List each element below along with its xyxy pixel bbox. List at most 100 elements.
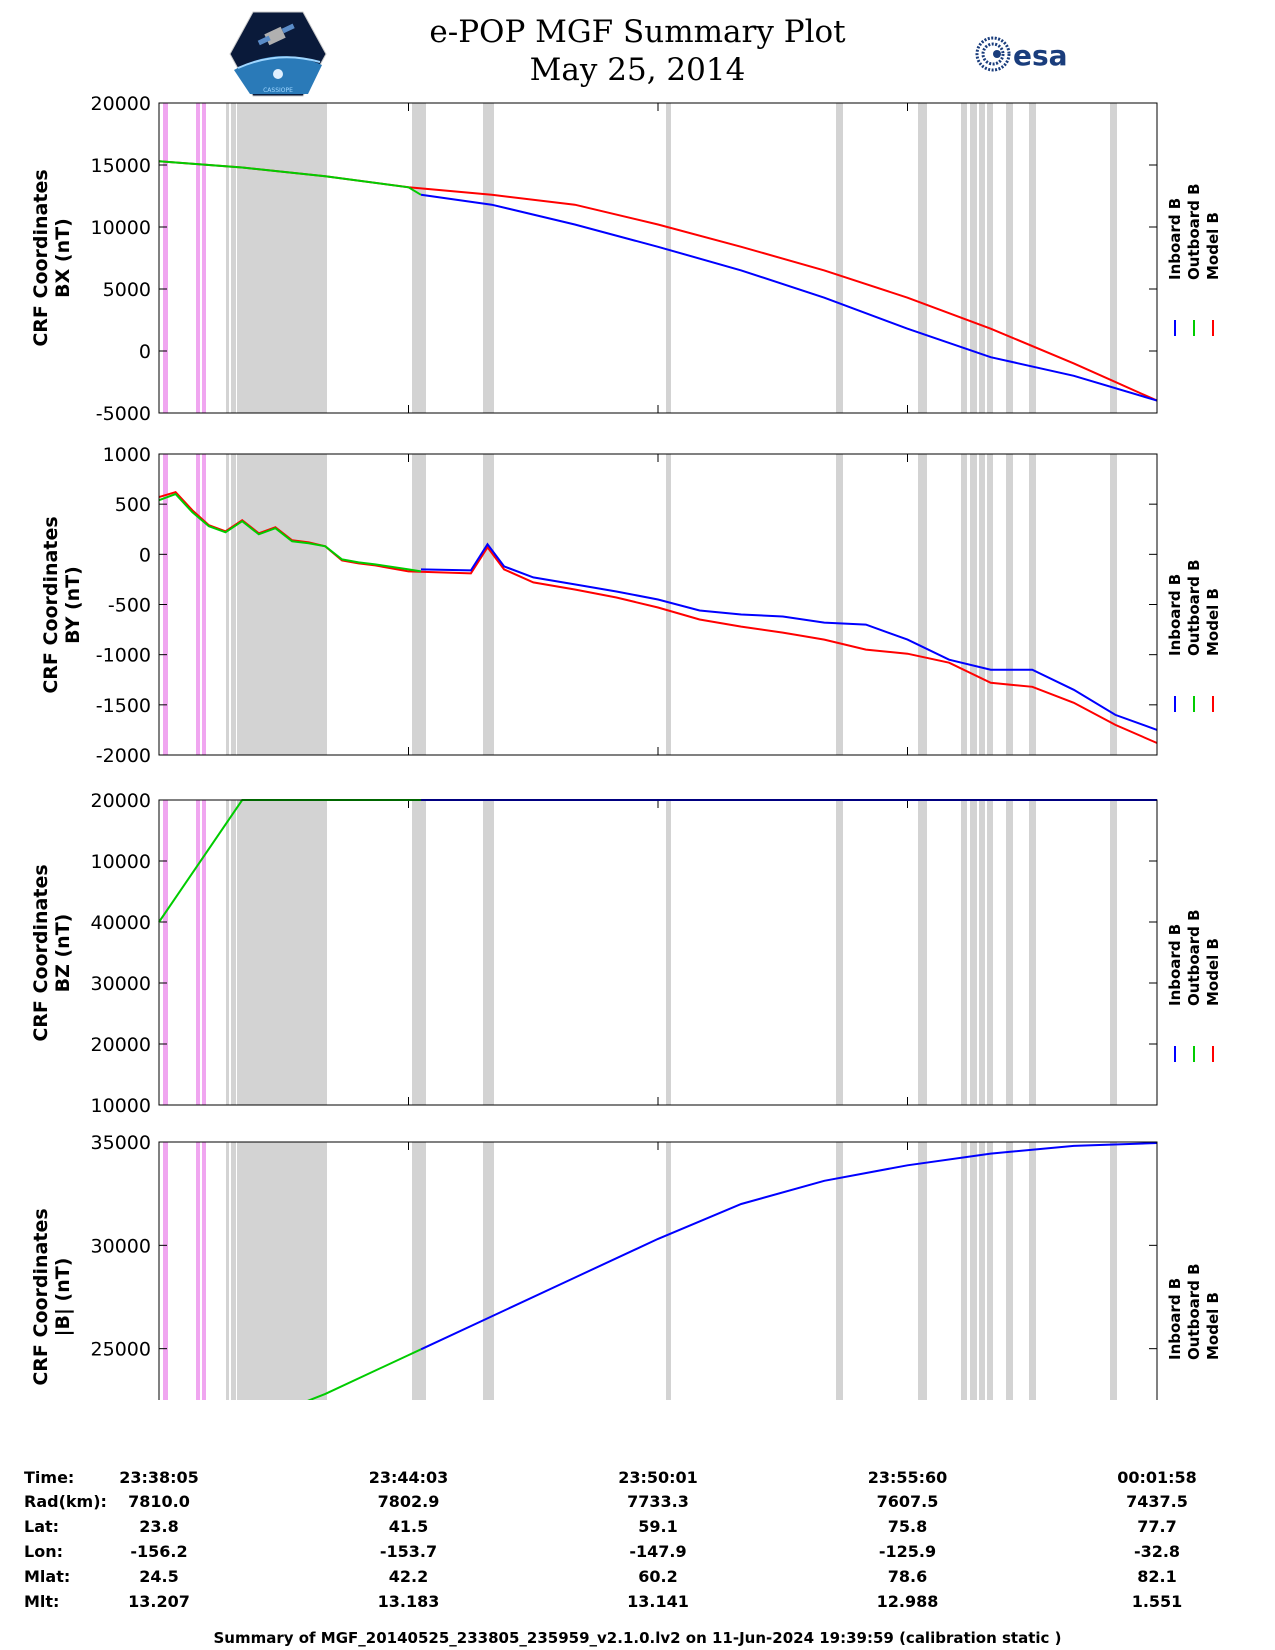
table-cell: -32.8 (1133, 1542, 1181, 1561)
y-tick-label: 20000 (91, 93, 151, 115)
legend-text: Outboard B (1185, 909, 1203, 1006)
table-cell: -147.9 (629, 1542, 687, 1561)
y-axis-label-line2: BZ (nT) (52, 913, 74, 993)
y-axis-label-line1: CRF Coordinates (30, 169, 52, 347)
event-marker-band (163, 103, 168, 413)
table-row-label: Lat: (24, 1517, 60, 1536)
legend-text: Inboard B (1166, 1277, 1184, 1360)
y-tick-label: 30000 (91, 973, 151, 995)
data-gap-band (970, 1142, 977, 1400)
event-marker-band (202, 800, 206, 1105)
y-tick-label: -1000 (96, 645, 151, 667)
series-inboard-b-line (420, 1142, 1158, 1351)
series-inboard-b-line (420, 542, 1158, 731)
y-axis-label-1: CRF Coordinates BX (nT) (30, 128, 74, 388)
data-gap-band (970, 800, 977, 1105)
table-cell: 42.2 (388, 1567, 429, 1586)
y-tick-label: 10000 (91, 851, 151, 873)
data-gap-band (483, 800, 494, 1105)
panel-frame (158, 102, 1158, 414)
event-marker-band (202, 454, 206, 755)
data-gap-band (666, 800, 671, 1105)
panel-frame (158, 453, 1158, 756)
y-tick-label: 5000 (103, 279, 151, 301)
data-gap-band (412, 103, 426, 413)
y-tick-label: 500 (115, 494, 151, 516)
data-gap-band (226, 800, 229, 1105)
data-gap-band (836, 800, 843, 1105)
table-cell: 7437.5 (1126, 1492, 1188, 1511)
table-cell: 23:50:01 (618, 1468, 698, 1487)
data-gap-band (1029, 454, 1036, 755)
series-outboard-b-line (158, 492, 422, 573)
data-gap-band (412, 800, 426, 1105)
y-tick-label: -1500 (96, 695, 151, 717)
table-cell: 7802.9 (377, 1492, 440, 1511)
data-gap-band (1006, 800, 1013, 1105)
y-tick-label: 20000 (91, 790, 151, 812)
data-gap-band (666, 1142, 671, 1400)
data-gap-band (918, 454, 927, 755)
y-tick-label: 40000 (91, 912, 151, 934)
series-outboard-b-line (307, 1348, 422, 1400)
table-cell: 23:44:03 (368, 1468, 449, 1487)
legend-text: Model B (1204, 212, 1222, 280)
data-gap-band (987, 1142, 993, 1400)
table-cell: 23:55:60 (867, 1468, 948, 1487)
cassiope-logo-text: CASSIOPE (263, 87, 293, 94)
data-gap-band (237, 103, 327, 413)
data-gap-band (237, 800, 327, 1105)
data-gap-band (961, 800, 967, 1105)
series-inboard-b-line (420, 193, 1158, 402)
legend-text: Model B (1204, 938, 1222, 1006)
data-gap-band (1110, 1142, 1117, 1400)
esa-logo-text: esa (1013, 39, 1068, 72)
data-gap-band (231, 454, 236, 755)
data-gap-band (1029, 800, 1036, 1105)
data-gap-band (226, 103, 229, 413)
table-cell: 7607.5 (876, 1492, 939, 1511)
esa-logo: esa (975, 36, 1068, 72)
data-gap-band (961, 103, 967, 413)
data-gap-band (836, 454, 843, 755)
event-marker-band (196, 454, 200, 755)
table-cell: 13.141 (627, 1592, 689, 1611)
data-gap-band (483, 1142, 494, 1400)
table-cell: 7810.0 (128, 1492, 190, 1511)
panel-2: -2000 -1500 -1000 -500 0 500 1000 (96, 444, 1158, 767)
data-gap-band (231, 800, 236, 1105)
data-gap-band (961, 454, 967, 755)
y-axis-label-4: CRF Coordinates |B| (nT) (30, 1167, 74, 1427)
event-marker-band (202, 103, 206, 413)
table-cell: 13.183 (377, 1592, 440, 1611)
data-gap-band (918, 1142, 927, 1400)
table-row-label: Time: (24, 1468, 75, 1487)
data-gap-band (1006, 454, 1013, 755)
data-gap-band (918, 103, 927, 413)
table-cell: 23:38:05 (119, 1468, 199, 1487)
table-cell: 77.7 (1137, 1517, 1177, 1536)
footer-summary: Summary of MGF_20140525_233805_235959_v2… (213, 1629, 1062, 1647)
data-gap-band (1029, 103, 1036, 413)
table-cell: 41.5 (388, 1517, 429, 1536)
data-gap-band (1110, 103, 1117, 413)
data-gap-band (987, 454, 993, 755)
y-tick-label: 30000 (91, 1235, 151, 1257)
panel-3: 10000 20000 30000 40000 10000 20000 (91, 790, 1158, 1117)
legend-text: Model B (1204, 1292, 1222, 1360)
data-gap-band (979, 103, 985, 413)
event-marker-band (163, 1142, 168, 1400)
event-marker-band (196, 1142, 200, 1400)
legend-text: Model B (1204, 588, 1222, 656)
data-gap-band (918, 800, 927, 1105)
table-cell: 23.8 (139, 1517, 179, 1536)
data-gap-band (231, 1142, 236, 1400)
legend-text: Outboard B (1185, 1263, 1203, 1360)
data-gap-band (483, 103, 494, 413)
legend-text: Inboard B (1166, 197, 1184, 280)
data-gap-band (666, 454, 671, 755)
data-gap-band (412, 1142, 426, 1400)
y-axis-label-3: CRF Coordinates BZ (nT) (30, 823, 74, 1083)
y-axis-label-line1: CRF Coordinates (30, 1208, 52, 1386)
table-row-label: Lon: (24, 1542, 63, 1561)
